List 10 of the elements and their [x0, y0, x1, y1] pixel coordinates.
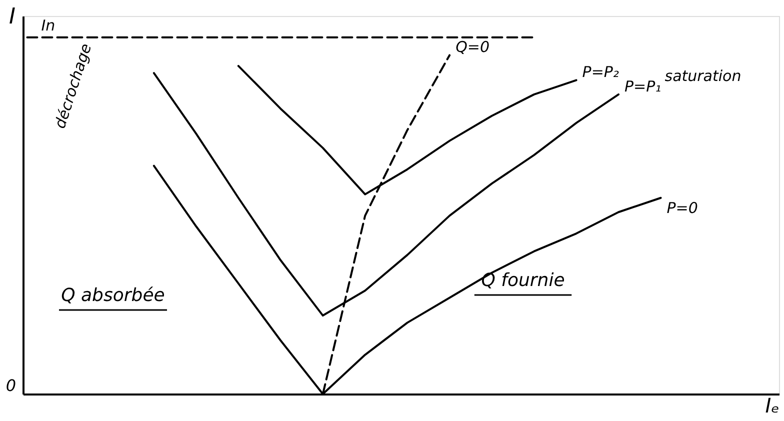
- annotation: Q absorbée: [61, 285, 165, 306]
- series-label: P=P₂: [582, 63, 619, 82]
- annotation: 0: [6, 376, 16, 395]
- series-label: In: [41, 16, 56, 34]
- series-label: Q=0: [456, 38, 490, 56]
- series-label: P=P₁: [624, 77, 662, 96]
- series-label: P=0: [666, 198, 698, 217]
- annotation: saturation: [664, 67, 742, 85]
- x-axis-title: Iₑ: [765, 394, 780, 418]
- y-axis-title: I: [9, 4, 16, 30]
